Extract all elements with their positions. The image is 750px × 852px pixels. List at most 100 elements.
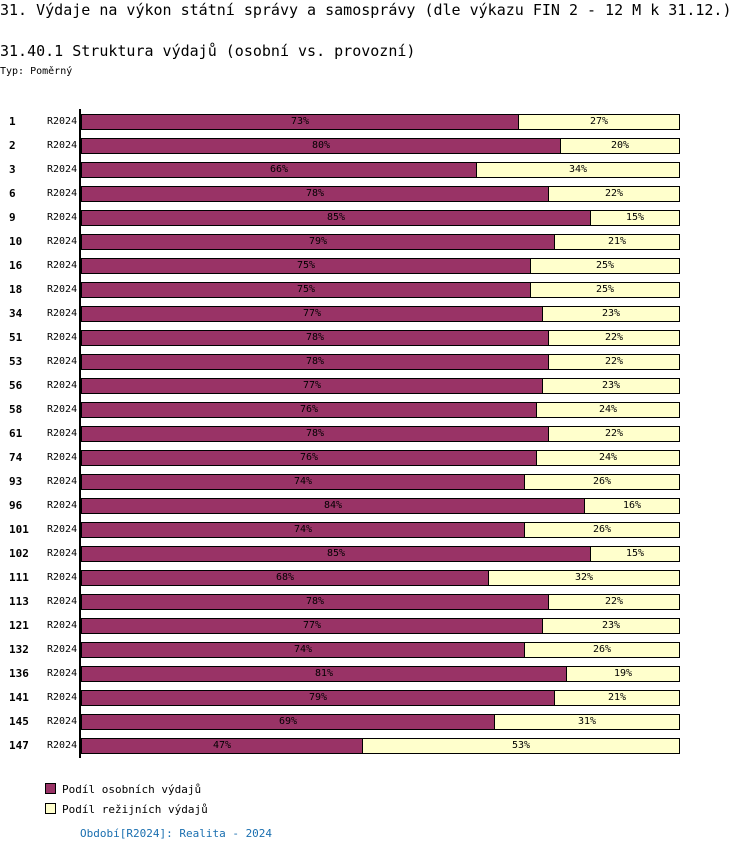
period-label: R2024	[47, 236, 78, 247]
chart-type-label: Typ: Poměrný	[0, 66, 73, 77]
bar-personal: 74%	[81, 474, 525, 490]
category-label: 58	[9, 403, 23, 416]
category-label: 113	[9, 595, 29, 608]
bar-row: 111 R2024 68% 32%	[0, 570, 750, 586]
bar-overhead: 23%	[542, 618, 680, 634]
bar-personal: 79%	[81, 690, 555, 706]
bar-personal: 73%	[81, 114, 519, 130]
period-note: Období[R2024]: Realita - 2024	[80, 827, 273, 840]
bar-personal: 74%	[81, 642, 525, 658]
bar-overhead: 16%	[584, 498, 680, 514]
category-label: 34	[9, 307, 23, 320]
bar-row: 6 R2024 78% 22%	[0, 186, 750, 202]
bar-personal: 69%	[81, 714, 495, 730]
legend-item-overhead: Podíl režijních výdajů	[45, 803, 208, 816]
legend-item-personal: Podíl osobních výdajů	[45, 783, 201, 796]
bar-row: 53 R2024 78% 22%	[0, 354, 750, 370]
category-label: 10	[9, 235, 23, 248]
bar-personal: 68%	[81, 570, 489, 586]
bar-overhead: 22%	[548, 426, 680, 442]
bar-row: 2 R2024 80% 20%	[0, 138, 750, 154]
period-label: R2024	[47, 524, 78, 535]
page-title: 31. Výdaje na výkon státní správy a samo…	[0, 1, 732, 19]
category-label: 141	[9, 691, 29, 704]
bar-row: 34 R2024 77% 23%	[0, 306, 750, 322]
period-label: R2024	[47, 212, 78, 223]
period-label: R2024	[47, 380, 78, 391]
bar-overhead: 34%	[476, 162, 680, 178]
bar-row: 132 R2024 74% 26%	[0, 642, 750, 658]
category-label: 147	[9, 739, 29, 752]
bar-personal: 75%	[81, 282, 531, 298]
bar-overhead: 22%	[548, 354, 680, 370]
period-label: R2024	[47, 452, 78, 463]
category-label: 136	[9, 667, 29, 680]
category-label: 61	[9, 427, 23, 440]
category-label: 1	[9, 115, 16, 128]
category-label: 111	[9, 571, 29, 584]
period-label: R2024	[47, 428, 78, 439]
bar-overhead: 19%	[566, 666, 680, 682]
bar-overhead: 22%	[548, 186, 680, 202]
category-label: 74	[9, 451, 23, 464]
category-label: 9	[9, 211, 16, 224]
bar-overhead: 26%	[524, 642, 680, 658]
category-label: 102	[9, 547, 29, 560]
category-label: 6	[9, 187, 16, 200]
bar-row: 10 R2024 79% 21%	[0, 234, 750, 250]
bar-row: 16 R2024 75% 25%	[0, 258, 750, 274]
bar-row: 1 R2024 73% 27%	[0, 114, 750, 130]
bar-row: 121 R2024 77% 23%	[0, 618, 750, 634]
bar-personal: 79%	[81, 234, 555, 250]
period-label: R2024	[47, 476, 78, 487]
period-label: R2024	[47, 116, 78, 127]
period-label: R2024	[47, 716, 78, 727]
bar-overhead: 26%	[524, 474, 680, 490]
period-label: R2024	[47, 620, 78, 631]
bar-overhead: 23%	[542, 378, 680, 394]
bar-row: 96 R2024 84% 16%	[0, 498, 750, 514]
bar-row: 141 R2024 79% 21%	[0, 690, 750, 706]
legend-label: Podíl režijních výdajů	[62, 803, 208, 816]
period-label: R2024	[47, 572, 78, 583]
y-axis-line	[79, 109, 81, 758]
bar-row: 145 R2024 69% 31%	[0, 714, 750, 730]
bar-row: 61 R2024 78% 22%	[0, 426, 750, 442]
category-label: 56	[9, 379, 23, 392]
category-label: 53	[9, 355, 23, 368]
category-label: 51	[9, 331, 23, 344]
period-label: R2024	[47, 596, 78, 607]
bar-personal: 78%	[81, 594, 549, 610]
bar-row: 56 R2024 77% 23%	[0, 378, 750, 394]
bar-personal: 80%	[81, 138, 561, 154]
bar-overhead: 25%	[530, 258, 680, 274]
bar-personal: 78%	[81, 426, 549, 442]
bar-overhead: 21%	[554, 690, 680, 706]
bar-overhead: 23%	[542, 306, 680, 322]
bar-personal: 47%	[81, 738, 363, 754]
bar-overhead: 31%	[494, 714, 680, 730]
period-label: R2024	[47, 164, 78, 175]
bar-overhead: 25%	[530, 282, 680, 298]
legend-label: Podíl osobních výdajů	[62, 783, 202, 796]
bar-personal: 77%	[81, 306, 543, 322]
bar-overhead: 24%	[536, 402, 680, 418]
category-label: 93	[9, 475, 23, 488]
period-label: R2024	[47, 644, 78, 655]
period-label: R2024	[47, 260, 78, 271]
bar-personal: 81%	[81, 666, 567, 682]
bar-overhead: 15%	[590, 546, 680, 562]
bar-row: 136 R2024 81% 19%	[0, 666, 750, 682]
bar-personal: 78%	[81, 354, 549, 370]
bar-personal: 84%	[81, 498, 585, 514]
bar-personal: 78%	[81, 186, 549, 202]
bar-overhead: 22%	[548, 594, 680, 610]
category-label: 16	[9, 259, 23, 272]
bar-personal: 77%	[81, 378, 543, 394]
category-label: 3	[9, 163, 16, 176]
bar-overhead: 53%	[362, 738, 680, 754]
period-label: R2024	[47, 548, 78, 559]
period-label: R2024	[47, 332, 78, 343]
period-label: R2024	[47, 284, 78, 295]
bar-overhead: 24%	[536, 450, 680, 466]
